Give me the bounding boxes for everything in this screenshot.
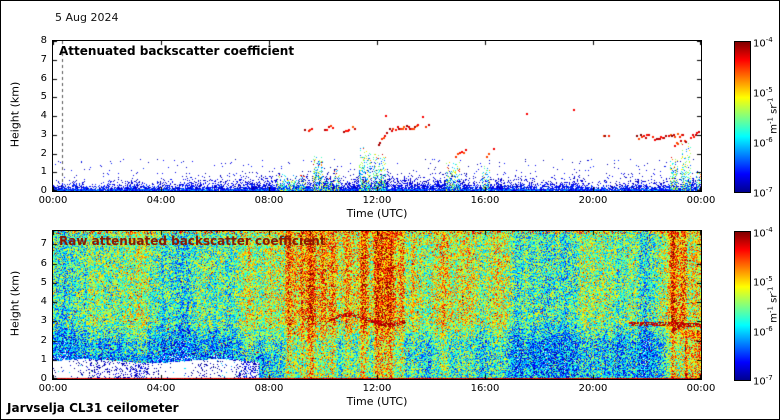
colorbar [734,231,751,381]
x-tick-label: 12:00 [362,383,392,394]
x-tick-label: 00:00 [686,383,716,394]
y-tick-label: 7 [40,238,47,250]
x-tick-label: 00:00 [686,195,716,206]
raw-backscatter-heatmap [53,231,701,379]
attenuated-backscatter-heatmap [53,41,701,191]
x-axis-label: Time (UTC) [346,395,408,408]
x-tick-label: 04:00 [146,195,176,206]
colorbar-tick-label: 10-5 [753,86,773,100]
x-tick-label: 08:00 [254,195,284,206]
y-tick-label: 0 [40,373,47,384]
y-tick-label: 3 [40,128,47,140]
heatmap-frame [52,230,702,380]
x-tick-label: 08:00 [254,383,284,394]
colorbar-unit-label: m-1 sr-1 [766,97,780,134]
colorbar-tick-label: 10-6 [753,136,773,150]
y-axis-label: Height (km) [8,270,22,337]
instrument-label: Jarvselja CL31 ceilometer [7,401,179,415]
y-axis-label: Height (km) [8,81,22,148]
colorbar-tick-label: 10-4 [753,36,773,50]
colorbar-tick-label: 10-6 [753,324,773,338]
y-tick-label: 5 [40,91,47,103]
x-tick-label: 20:00 [578,195,608,206]
y-tick-label: 6 [40,257,47,269]
y-tick-label: 2 [40,334,47,346]
y-tick-label: 1 [40,166,47,178]
y-tick-label: 3 [40,315,47,327]
y-tick-label: 1 [40,353,47,365]
colorbar-tick-label: 10-5 [753,275,773,289]
colorbar-tick-label: 10-4 [753,226,773,240]
colorbar [734,41,751,193]
x-tick-label: 16:00 [470,383,500,394]
y-tick-label: 7 [40,53,47,65]
y-tick-label: 5 [40,276,47,288]
x-tick-label: 04:00 [146,383,176,394]
y-tick-label: 4 [40,296,47,308]
y-tick-label: 6 [40,72,47,84]
x-axis-label: Time (UTC) [346,207,408,220]
y-tick-label: 8 [40,35,47,46]
y-tick-label: 2 [40,147,47,159]
x-tick-label: 20:00 [578,383,608,394]
colorbar-tick-label: 10-7 [753,186,773,200]
y-tick-label: 4 [40,110,47,121]
x-tick-label: 16:00 [470,195,500,206]
panel-title: Raw attenuated backscatter coefficient [59,234,326,248]
y-tick-label: 0 [40,185,47,196]
colorbar-tick-label: 10-7 [753,374,773,388]
colorbar-unit-label: m-1 sr-1 [766,286,780,323]
x-tick-label: 00:00 [38,195,68,206]
date-label: 5 Aug 2024 [55,11,119,24]
heatmap-frame [52,40,702,192]
panel-title: Attenuated backscatter coefficient [59,44,295,58]
x-tick-label: 00:00 [38,383,68,394]
x-tick-label: 12:00 [362,195,392,206]
